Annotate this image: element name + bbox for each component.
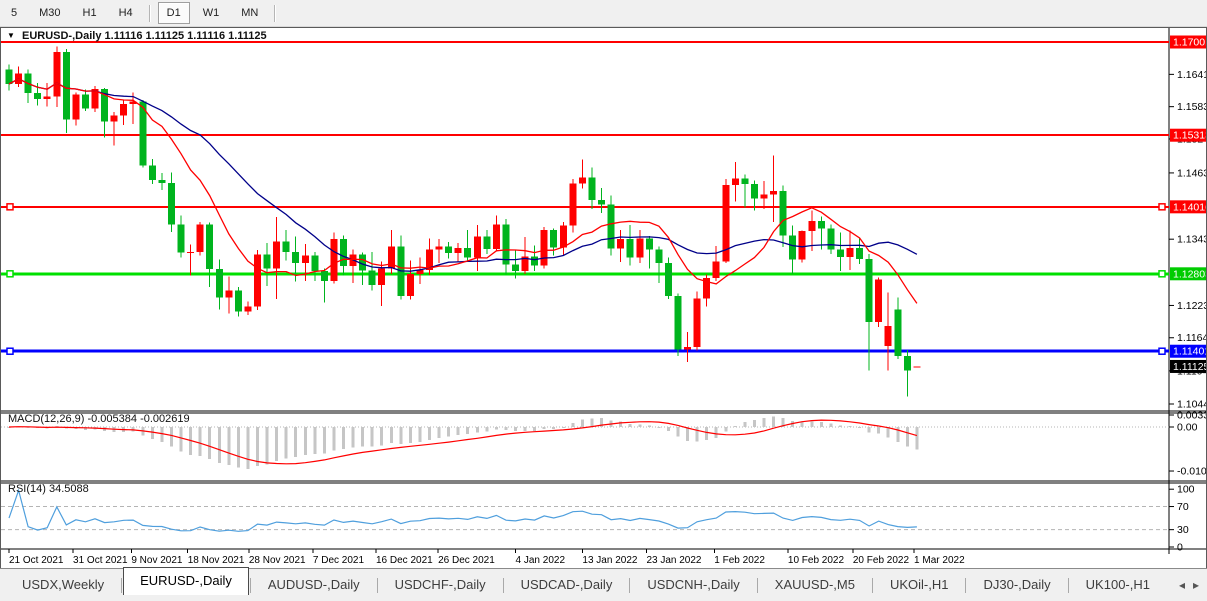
svg-text:0.003331: 0.003331 xyxy=(1177,410,1206,422)
rsi-indicator-label: RSI(14) 34.5088 xyxy=(8,483,89,495)
macd-signal-line xyxy=(8,419,918,465)
svg-text:31 Oct 2021: 31 Oct 2021 xyxy=(73,555,128,566)
tab-audusd-daily[interactable]: AUDUSD-,Daily xyxy=(267,577,360,592)
price-axis[interactable]: 1.164151.158301.152451.146301.134301.122… xyxy=(1169,35,1206,411)
level-handle-1.12803[interactable] xyxy=(6,270,14,278)
rsi-line xyxy=(8,488,917,532)
timeframe-toolbar: 5 M30 H1 H4 D1 W1 MN xyxy=(0,0,1207,27)
svg-text:1.16415: 1.16415 xyxy=(1177,69,1206,81)
svg-text:30: 30 xyxy=(1177,524,1189,536)
tab-eurusd-daily[interactable]: EURUSD-,Daily xyxy=(123,566,249,595)
timeframe-button-mn[interactable]: MN xyxy=(241,7,259,19)
pane-frames xyxy=(1,28,1206,554)
chart-title-symbol: EURUSD-,Daily xyxy=(21,30,102,42)
svg-text:1.14016: 1.14016 xyxy=(1173,201,1206,213)
timeframe-button-m30[interactable]: M30 xyxy=(39,7,61,19)
tab-ukoil-h1[interactable]: UKOil-,H1 xyxy=(889,577,949,592)
svg-text:1.11645: 1.11645 xyxy=(1177,332,1206,344)
svg-text:1.11125: 1.11125 xyxy=(1173,361,1206,373)
svg-text:9 Nov 2021: 9 Nov 2021 xyxy=(131,555,183,566)
svg-text:1.14630: 1.14630 xyxy=(1177,167,1206,179)
svg-text:0: 0 xyxy=(1177,542,1183,554)
tab-scroll-buttons: ◂ ▸ xyxy=(1179,578,1199,592)
timeframe-button-w1[interactable]: W1 xyxy=(202,7,220,19)
svg-text:28 Nov 2021: 28 Nov 2021 xyxy=(249,555,306,566)
tab-dj30-daily[interactable]: DJ30-,Daily xyxy=(983,577,1051,592)
tab-separator xyxy=(376,577,378,593)
svg-text:20 Feb 2022: 20 Feb 2022 xyxy=(853,555,910,566)
timeframe-button-d1[interactable]: D1 xyxy=(157,2,190,24)
toolbar-separator xyxy=(148,4,151,22)
svg-text:-0.010433: -0.010433 xyxy=(1177,466,1206,478)
chart-title-ohlc: 1.11116 1.11125 1.11116 1.11125 xyxy=(104,30,267,42)
tab-usdchf-daily[interactable]: USDCHF-,Daily xyxy=(394,577,486,592)
tab-separator xyxy=(629,577,631,593)
macd-histogram xyxy=(7,416,919,469)
svg-text:1.13430: 1.13430 xyxy=(1177,234,1206,246)
chart-tabbar: USDX,Weekly EURUSD-,Daily AUDUSD-,Daily USD… xyxy=(0,566,1207,601)
tab-separator xyxy=(965,577,967,593)
svg-text:26 Dec 2021: 26 Dec 2021 xyxy=(438,555,495,566)
tab-separator xyxy=(1067,577,1069,593)
time-axis[interactable]: 21 Oct 2021 31 Oct 2021 9 Nov 2021 18 Nov 2… xyxy=(8,549,965,566)
tab-separator xyxy=(756,577,758,593)
chart-dropdown-icon[interactable]: ▼ xyxy=(7,31,15,40)
level-handle-1.11401[interactable] xyxy=(1158,347,1166,355)
tab-scroll-right-icon[interactable]: ▸ xyxy=(1192,578,1199,592)
tab-separator xyxy=(121,577,123,593)
indicator-axis: 0.0033310.00 -0.010433 100 70 30 0 xyxy=(1169,410,1206,554)
level-handle-1.12803[interactable] xyxy=(1158,270,1166,278)
svg-text:23 Jan 2022: 23 Jan 2022 xyxy=(646,555,701,566)
level-handle-1.11401[interactable] xyxy=(6,347,14,355)
level-handle-1.14016[interactable] xyxy=(1158,203,1166,211)
macd-indicator-label: MACD(12,26,9) -0.005384 -0.002619 xyxy=(8,413,190,425)
svg-text:1.10445: 1.10445 xyxy=(1177,399,1206,411)
svg-text:21 Oct 2021: 21 Oct 2021 xyxy=(9,555,64,566)
svg-text:100: 100 xyxy=(1177,484,1195,496)
svg-text:1.15830: 1.15830 xyxy=(1177,101,1206,113)
svg-text:4 Jan 2022: 4 Jan 2022 xyxy=(516,555,566,566)
toolbar-separator xyxy=(274,4,277,22)
tab-separator xyxy=(502,577,504,593)
svg-text:1.12803: 1.12803 xyxy=(1173,268,1206,280)
tab-usdx-weekly[interactable]: USDX,Weekly xyxy=(22,577,105,592)
svg-text:1.15313: 1.15313 xyxy=(1173,130,1206,142)
ma-fast-line xyxy=(8,78,918,304)
timeframe-button-5[interactable]: 5 xyxy=(11,7,18,19)
svg-text:16 Dec 2021: 16 Dec 2021 xyxy=(376,555,433,566)
chart-title: ▼ EURUSD-,Daily 1.11116 1.11125 1.11116 … xyxy=(7,30,267,42)
svg-text:13 Jan 2022: 13 Jan 2022 xyxy=(582,555,637,566)
chart-background xyxy=(1,28,1206,568)
tab-separator xyxy=(249,577,251,593)
level-handle-1.14016[interactable] xyxy=(6,203,14,211)
svg-text:7 Dec 2021: 7 Dec 2021 xyxy=(313,555,365,566)
svg-text:1.12230: 1.12230 xyxy=(1177,300,1206,312)
svg-text:70: 70 xyxy=(1177,501,1189,513)
svg-text:1 Mar 2022: 1 Mar 2022 xyxy=(914,555,965,566)
tab-scroll-left-icon[interactable]: ◂ xyxy=(1178,578,1185,592)
svg-text:0.00: 0.00 xyxy=(1177,422,1198,434)
tab-uk100-h1[interactable]: UK100-,H1 xyxy=(1085,577,1150,592)
timeframe-button-h4[interactable]: H4 xyxy=(118,7,133,19)
svg-text:18 Nov 2021: 18 Nov 2021 xyxy=(188,555,245,566)
tab-usdcad-daily[interactable]: USDCAD-,Daily xyxy=(520,577,613,592)
svg-text:1 Feb 2022: 1 Feb 2022 xyxy=(714,555,765,566)
tab-xauusd-m5[interactable]: XAUUSD-,M5 xyxy=(774,577,855,592)
timeframe-button-h1[interactable]: H1 xyxy=(82,7,97,19)
tab-separator xyxy=(871,577,873,593)
svg-text:10 Feb 2022: 10 Feb 2022 xyxy=(788,555,845,566)
chart-window: ▼ EURUSD-,Daily 1.11116 1.11125 1.11116 … xyxy=(0,27,1207,569)
tab-usdcnh-daily[interactable]: USDCNH-,Daily xyxy=(647,577,740,592)
chart-canvas[interactable]: 1.164151.158301.152451.146301.134301.122… xyxy=(1,28,1206,568)
